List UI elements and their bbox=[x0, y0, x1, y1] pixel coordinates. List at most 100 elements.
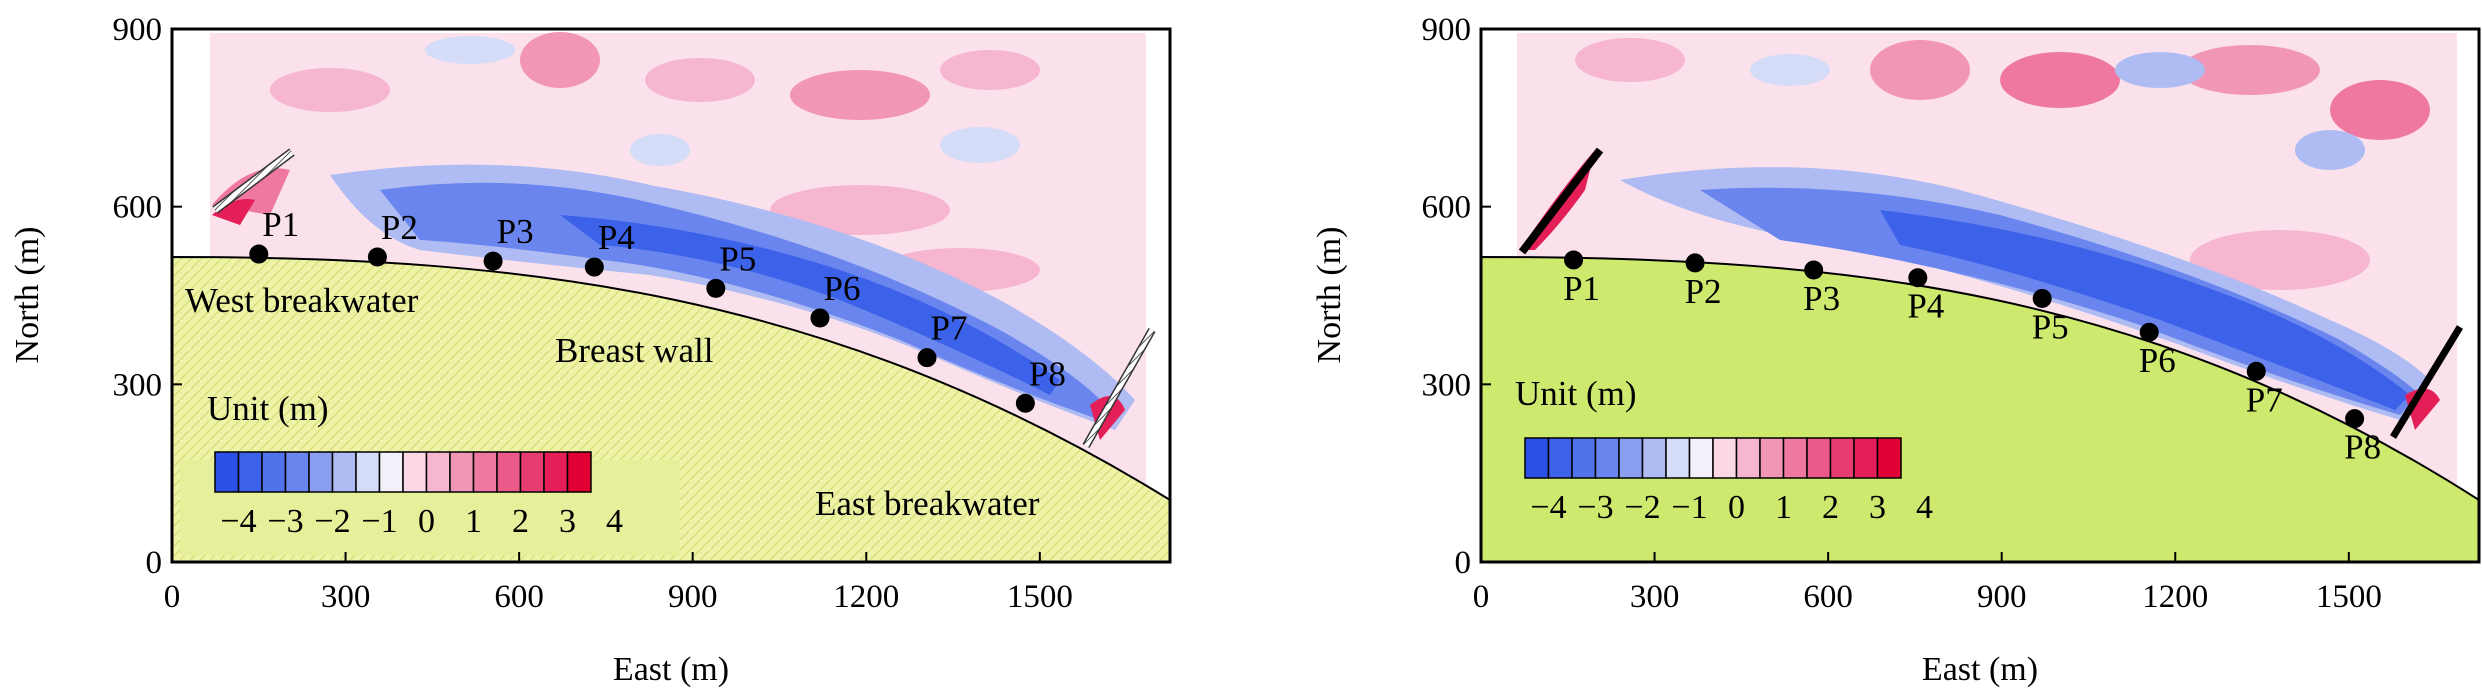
colorbar-tick-label: 3 bbox=[1869, 489, 1886, 526]
colorbar-swatch bbox=[1806, 437, 1832, 479]
west-breakwater-right bbox=[1518, 147, 1604, 255]
point-marker-p7 bbox=[917, 348, 937, 368]
colorbar-swatch bbox=[1571, 437, 1597, 479]
wave-field-right bbox=[1520, 38, 2440, 430]
point-marker-p5 bbox=[706, 278, 726, 298]
colorbar-swatch bbox=[1594, 437, 1620, 479]
y-tick-label: 900 bbox=[1422, 12, 1472, 48]
colorbar-swatch bbox=[1876, 437, 1902, 479]
colorbar-swatch bbox=[237, 451, 263, 493]
point-label-p6: P6 bbox=[823, 269, 860, 308]
x-tick-label: 900 bbox=[1977, 579, 2027, 615]
colorbar-swatch bbox=[1641, 437, 1667, 479]
y-tick-label: 600 bbox=[1422, 190, 1472, 226]
x-tick-label: 300 bbox=[1630, 579, 1680, 615]
point-label-p3: P3 bbox=[497, 212, 534, 251]
colorbar-tick-label: 0 bbox=[1728, 489, 1745, 526]
colorbar-tick-label: −3 bbox=[1577, 489, 1613, 526]
point-marker-p6 bbox=[2139, 322, 2159, 342]
point-marker-p3 bbox=[1804, 260, 1824, 280]
x-ticks-left: 0 300 600 900 1200 1500 bbox=[164, 552, 1073, 615]
y-tick-label: 900 bbox=[113, 12, 163, 48]
panel-left: 0 300 600 900 1200 1500 0 300 600 900 East (m) N… bbox=[9, 12, 1172, 688]
colorbar-tick-label: −3 bbox=[267, 503, 303, 540]
colorbar-tick-label: 0 bbox=[418, 503, 435, 540]
region-label-east-breakwater: East breakwater bbox=[815, 484, 1040, 523]
colorbar-tick-label: −1 bbox=[1671, 489, 1707, 526]
colorbar-swatch bbox=[1782, 437, 1808, 479]
point-label-p1: P1 bbox=[262, 205, 299, 244]
point-label-p2: P2 bbox=[1685, 272, 1722, 311]
colorbar-tick-label: 3 bbox=[559, 503, 576, 540]
x-tick-label: 1200 bbox=[833, 579, 899, 615]
colorbar-swatch bbox=[261, 451, 287, 493]
colorbar-tick-label: 4 bbox=[606, 503, 623, 540]
point-label-p5: P5 bbox=[719, 239, 756, 278]
wave-field-left bbox=[212, 32, 1135, 440]
x-tick-label: 600 bbox=[1803, 579, 1853, 615]
region-label-breast-wall: Breast wall bbox=[555, 331, 714, 370]
y-tick-label: 0 bbox=[1455, 545, 1472, 581]
colorbar-tick-label: 2 bbox=[512, 503, 529, 540]
point-label-p2: P2 bbox=[381, 208, 418, 247]
point-marker-p8 bbox=[1015, 393, 1035, 413]
x-tick-label: 300 bbox=[321, 579, 371, 615]
colorbar-swatch bbox=[402, 451, 428, 493]
y-tick-label: 300 bbox=[113, 367, 163, 403]
point-marker-p4 bbox=[1908, 268, 1928, 288]
y-tick-label: 600 bbox=[113, 190, 163, 226]
colorbar-swatch bbox=[496, 451, 522, 493]
colorbar-tick-label: 1 bbox=[465, 503, 482, 540]
colorbar-swatch bbox=[1759, 437, 1785, 479]
colorbar-swatch bbox=[355, 451, 381, 493]
y-tick-label: 0 bbox=[146, 545, 163, 581]
x-axis-label-left: East (m) bbox=[613, 651, 729, 688]
colorbar-tick-label: −4 bbox=[1530, 489, 1566, 526]
colorbar-left: Unit (m) −4 −3 −2 −1 0 1 2 3 4 bbox=[207, 389, 623, 540]
colorbar-swatch bbox=[1688, 437, 1714, 479]
colorbar-tick-label: 1 bbox=[1775, 489, 1792, 526]
colorbar-swatch bbox=[425, 451, 451, 493]
colorbar-tick-label: 4 bbox=[1916, 489, 1933, 526]
x-tick-label: 0 bbox=[164, 579, 181, 615]
x-tick-label: 1200 bbox=[2142, 579, 2208, 615]
panel-right: 0 300 600 900 1200 1500 0 300 600 900 East (m) N… bbox=[1311, 12, 2481, 688]
colorbar-swatch bbox=[331, 451, 357, 493]
colorbar-swatch bbox=[1829, 437, 1855, 479]
y-ticks-left: 0 300 600 900 bbox=[113, 12, 182, 581]
point-label-p7: P7 bbox=[931, 309, 968, 348]
land-right bbox=[1481, 255, 2479, 562]
colorbar-swatch bbox=[1735, 437, 1761, 479]
x-axis-label-right: East (m) bbox=[1922, 651, 2038, 688]
colorbar-title: Unit (m) bbox=[1515, 374, 1637, 413]
point-marker-p6 bbox=[810, 308, 830, 328]
colorbar-right: Unit (m) −4 −3 −2 −1 0 1 2 3 4 bbox=[1515, 374, 1933, 526]
colorbar-swatch bbox=[1547, 437, 1573, 479]
east-breakwater-right bbox=[2390, 325, 2463, 439]
colorbar-swatch bbox=[1665, 437, 1691, 479]
colorbar-tick-label: 2 bbox=[1822, 489, 1839, 526]
x-tick-label: 1500 bbox=[1007, 579, 1073, 615]
colorbar-swatch bbox=[519, 451, 545, 493]
y-axis-label-left: North (m) bbox=[9, 227, 46, 364]
colorbar-swatch bbox=[543, 451, 569, 493]
colorbar-swatch bbox=[472, 451, 498, 493]
y-ticks-right: 0 300 600 900 bbox=[1422, 12, 1491, 581]
colorbar-swatch bbox=[1712, 437, 1738, 479]
colorbar-tick-label: −2 bbox=[1624, 489, 1660, 526]
colorbar-swatch bbox=[449, 451, 475, 493]
x-tick-label: 600 bbox=[494, 579, 544, 615]
colorbar-swatch bbox=[1853, 437, 1879, 479]
y-tick-label: 300 bbox=[1422, 367, 1472, 403]
colorbar-swatch bbox=[566, 451, 592, 493]
x-tick-label: 0 bbox=[1473, 579, 1490, 615]
point-label-p7: P7 bbox=[2246, 380, 2283, 419]
point-label-p4: P4 bbox=[598, 218, 635, 257]
point-label-p4: P4 bbox=[1907, 287, 1944, 326]
colorbar-tick-label: −4 bbox=[220, 503, 256, 540]
plot-frame-right bbox=[1479, 27, 2481, 564]
point-label-p1: P1 bbox=[1563, 269, 1600, 308]
point-marker-p2 bbox=[367, 247, 387, 267]
point-marker-p4 bbox=[584, 257, 604, 277]
